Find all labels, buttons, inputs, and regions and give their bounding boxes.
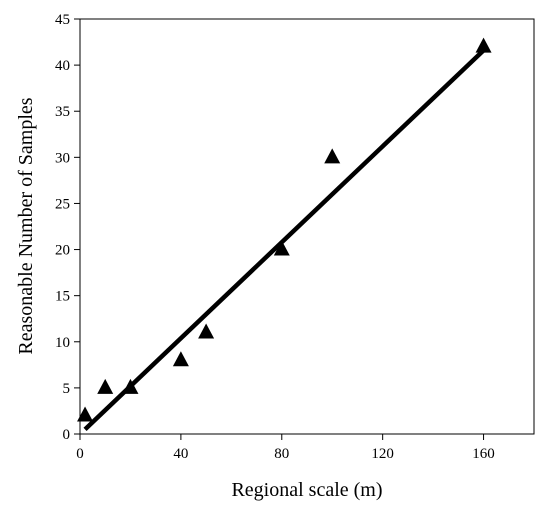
y-tick-label: 35 xyxy=(55,104,70,120)
y-tick-label: 15 xyxy=(55,289,70,305)
data-point xyxy=(77,406,94,422)
y-tick-label: 0 xyxy=(63,427,71,443)
y-axis-title: Reasonable Number of Samples xyxy=(15,97,37,354)
x-tick-labels: 0 40 80 120 160 xyxy=(76,446,495,462)
data-point xyxy=(273,240,290,256)
y-tick-label: 40 xyxy=(55,58,70,74)
data-points xyxy=(77,37,492,422)
x-axis-ticks xyxy=(79,434,485,440)
data-point xyxy=(97,378,114,394)
x-tick-label: 80 xyxy=(274,446,289,462)
y-tick-label: 30 xyxy=(55,150,70,166)
x-tick-label: 160 xyxy=(472,446,495,462)
y-tick-labels: 0 5 10 15 20 25 30 35 40 45 xyxy=(55,12,70,443)
y-tick-label: 45 xyxy=(55,12,70,28)
x-axis-title: Regional scale (m) xyxy=(231,479,382,501)
data-point xyxy=(172,351,189,367)
x-tick-label: 40 xyxy=(173,446,188,462)
x-tick-label: 0 xyxy=(76,446,84,462)
y-tick-label: 10 xyxy=(55,335,70,351)
trendline xyxy=(83,48,486,432)
y-axis-ticks xyxy=(74,18,80,435)
data-point xyxy=(122,378,139,394)
plot-area xyxy=(79,18,535,435)
trendline-group xyxy=(83,48,486,432)
data-point xyxy=(475,37,492,53)
x-tick-label: 120 xyxy=(371,446,394,462)
y-tick-label: 25 xyxy=(55,196,70,212)
data-point xyxy=(324,148,341,164)
y-tick-label: 20 xyxy=(55,243,70,259)
data-point xyxy=(198,323,215,339)
y-tick-label: 5 xyxy=(63,381,71,397)
plot-frame xyxy=(79,18,535,435)
